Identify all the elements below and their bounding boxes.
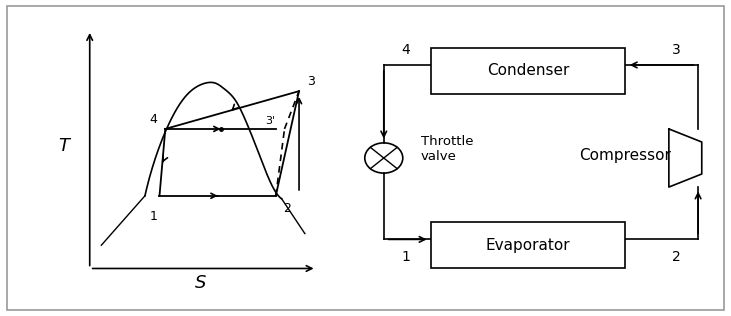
Text: 4: 4 (150, 113, 158, 126)
Text: T: T (58, 137, 69, 155)
Text: 3: 3 (307, 75, 314, 88)
Text: 1: 1 (401, 250, 410, 264)
Text: 1: 1 (150, 210, 158, 223)
Text: 3': 3' (265, 116, 275, 126)
Text: 3: 3 (672, 43, 681, 58)
Text: Throttle
valve: Throttle valve (421, 135, 474, 163)
Text: 2: 2 (284, 202, 292, 215)
Bar (431, 47, 625, 94)
Text: Condenser: Condenser (487, 63, 569, 78)
Text: 2: 2 (672, 250, 681, 264)
Text: 4: 4 (401, 43, 410, 58)
Bar (431, 222, 625, 269)
Text: S: S (194, 274, 206, 292)
Text: Compressor: Compressor (579, 148, 671, 163)
Text: Evaporator: Evaporator (486, 238, 570, 253)
